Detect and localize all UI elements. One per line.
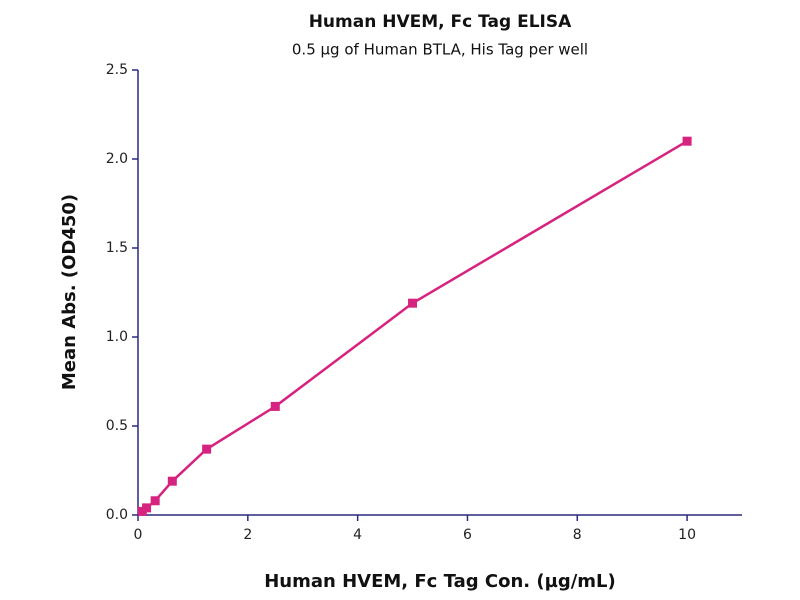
x-tick-label: 0: [134, 527, 143, 543]
x-tick-label: 6: [463, 527, 472, 543]
y-tick-label: 2.5: [106, 62, 128, 78]
fit-line: [141, 140, 688, 513]
data-point: [270, 401, 280, 411]
x-tick-label: 4: [353, 527, 362, 543]
data-point: [682, 136, 692, 146]
y-tick-label: 1.5: [106, 240, 128, 256]
data-point: [150, 496, 160, 506]
data-point: [202, 444, 212, 454]
y-tick-label: 1.0: [106, 329, 128, 345]
x-axis-label: Human HVEM, Fc Tag Con. (µg/mL): [264, 571, 616, 592]
x-tick-label: 8: [573, 527, 582, 543]
x-tick-label: 10: [678, 527, 696, 543]
y-tick-label: 0.5: [106, 418, 128, 434]
x-tick-label: 2: [243, 527, 252, 543]
y-tick-label: 2.0: [106, 151, 128, 167]
y-axis-label: Mean Abs. (OD450): [59, 194, 80, 390]
data-point: [408, 298, 418, 308]
y-tick-label: 0.0: [106, 507, 128, 523]
data-point: [167, 476, 177, 486]
chart-subtitle: 0.5 µg of Human BTLA, His Tag per well: [292, 41, 588, 59]
chart-title: Human HVEM, Fc Tag ELISA: [309, 12, 572, 32]
data-point: [142, 503, 152, 513]
